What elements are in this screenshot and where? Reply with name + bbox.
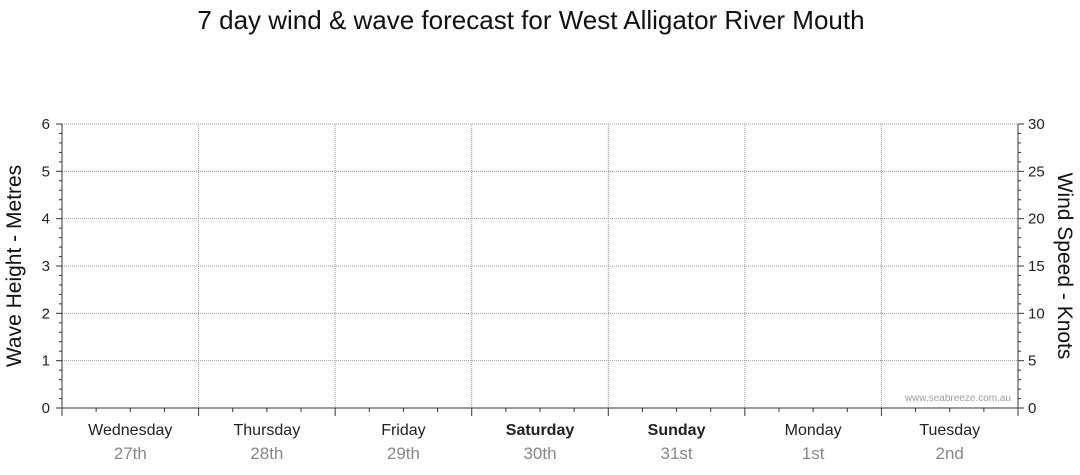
left-tick-label: 6 <box>42 116 50 133</box>
left-axis-ticks: 0 1 2 3 4 5 6 <box>42 116 62 417</box>
day-label: Saturday <box>506 422 575 439</box>
left-tick-label: 3 <box>42 258 50 275</box>
date-label: 31st <box>661 444 693 463</box>
date-label: 2nd <box>936 444 964 463</box>
right-axis-ticks: 0 5 10 15 20 25 30 <box>1018 116 1045 417</box>
day-label: Monday <box>785 422 842 439</box>
day-label: Sunday <box>648 422 706 439</box>
right-tick-label: 5 <box>1028 353 1036 370</box>
date-label: 29th <box>387 444 420 463</box>
date-label: 1st <box>802 444 825 463</box>
left-axis-title: Wave Height - Metres <box>3 165 26 367</box>
day-label: Wednesday <box>88 422 172 439</box>
right-tick-label: 30 <box>1028 116 1045 133</box>
day-label: Tuesday <box>919 422 980 439</box>
left-tick-label: 1 <box>42 353 50 370</box>
day-label: Friday <box>381 422 425 439</box>
right-tick-label: 0 <box>1028 400 1036 417</box>
axes <box>61 124 1019 416</box>
day-labels: Wednesday 27th Thursday 28th Friday 29th Satur… <box>88 422 980 463</box>
date-label: 27th <box>114 444 147 463</box>
date-label: 28th <box>250 444 283 463</box>
left-tick-label: 2 <box>42 305 50 322</box>
right-tick-label: 25 <box>1028 163 1045 180</box>
credit-watermark: www.seabreeze.com.au <box>904 393 1011 404</box>
date-label: 30th <box>523 444 556 463</box>
right-tick-label: 20 <box>1028 211 1045 228</box>
right-tick-label: 10 <box>1028 305 1045 322</box>
left-tick-label: 4 <box>42 211 50 228</box>
left-tick-label: 0 <box>42 400 50 417</box>
grid <box>62 123 1018 408</box>
chart-title: 7 day wind & wave forecast for West Alli… <box>197 5 864 35</box>
day-label: Thursday <box>234 422 301 439</box>
right-tick-label: 15 <box>1028 258 1045 275</box>
left-tick-label: 5 <box>42 163 50 180</box>
right-axis-title: Wind Speed - Knots <box>1053 173 1076 360</box>
